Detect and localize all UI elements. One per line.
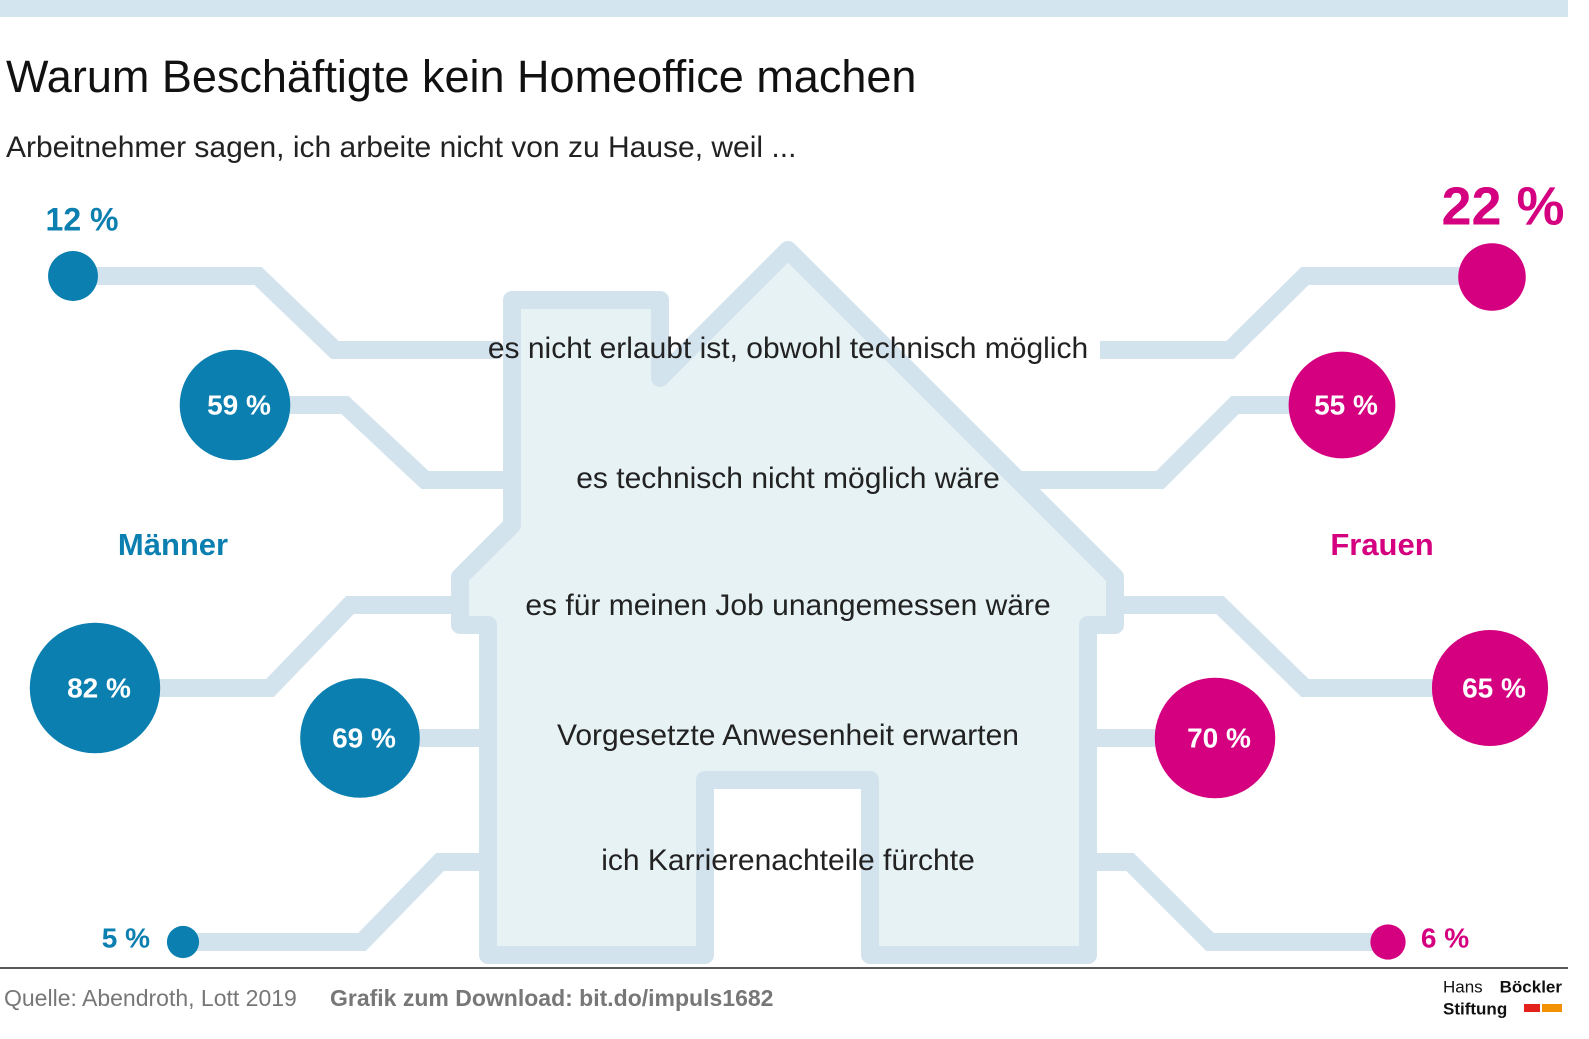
value-label: 5 % [102, 922, 150, 953]
reason-label: ich Karrierenachteile fürchte [601, 844, 975, 877]
connector [1100, 267, 1492, 359]
bubble [1458, 243, 1526, 311]
brand-mark [1524, 1004, 1540, 1012]
value-label: 55 % [1314, 389, 1378, 420]
brand: Hans [1443, 977, 1483, 996]
legend-label: Männer [118, 527, 228, 562]
bubble [1288, 351, 1396, 459]
chart-title: Warum Beschäftigte kein Homeoffice mache… [6, 51, 916, 102]
reason-label: es nicht erlaubt ist, obwohl technisch m… [488, 332, 1088, 365]
bubble [166, 925, 200, 959]
source: Quelle: Abendroth, Lott 2019 [4, 985, 297, 1011]
download-note: Grafik zum Download: bit.do/impuls1682 [330, 985, 773, 1011]
bubble [29, 622, 161, 754]
connector [183, 853, 488, 951]
connector [1010, 396, 1342, 489]
connector [73, 267, 500, 359]
value-label: 12 % [46, 201, 119, 237]
connector [1088, 853, 1388, 951]
value-label: 70 % [1187, 722, 1251, 753]
value-label: 22 % [1441, 176, 1564, 236]
bubble [179, 349, 291, 461]
connector [95, 596, 460, 697]
chart-subtitle: Arbeitnehmer sagen, ich arbeite nicht vo… [6, 131, 796, 164]
brand: Böckler [1500, 977, 1563, 996]
bubble [300, 678, 420, 798]
value-label: 69 % [332, 722, 396, 753]
house [451, 241, 1124, 964]
bubble [48, 251, 98, 301]
connector [1115, 596, 1490, 697]
value-label: 65 % [1462, 672, 1526, 703]
value-label: 6 % [1421, 922, 1469, 953]
value-label: 59 % [207, 389, 271, 420]
bubble [1431, 629, 1549, 747]
reason-label: Vorgesetzte Anwesenheit erwarten [557, 719, 1019, 752]
top-bar [0, 0, 1568, 17]
brand-mark [1542, 1004, 1562, 1012]
legend-label: Frauen [1330, 527, 1433, 562]
value-label: 82 % [67, 672, 131, 703]
reason-label: es für meinen Job unangemessen wäre [525, 589, 1050, 622]
reason-label: es technisch nicht möglich wäre [576, 462, 1000, 495]
bubble [1370, 924, 1406, 960]
bubble [1154, 677, 1276, 799]
brand: Stiftung [1443, 999, 1507, 1018]
